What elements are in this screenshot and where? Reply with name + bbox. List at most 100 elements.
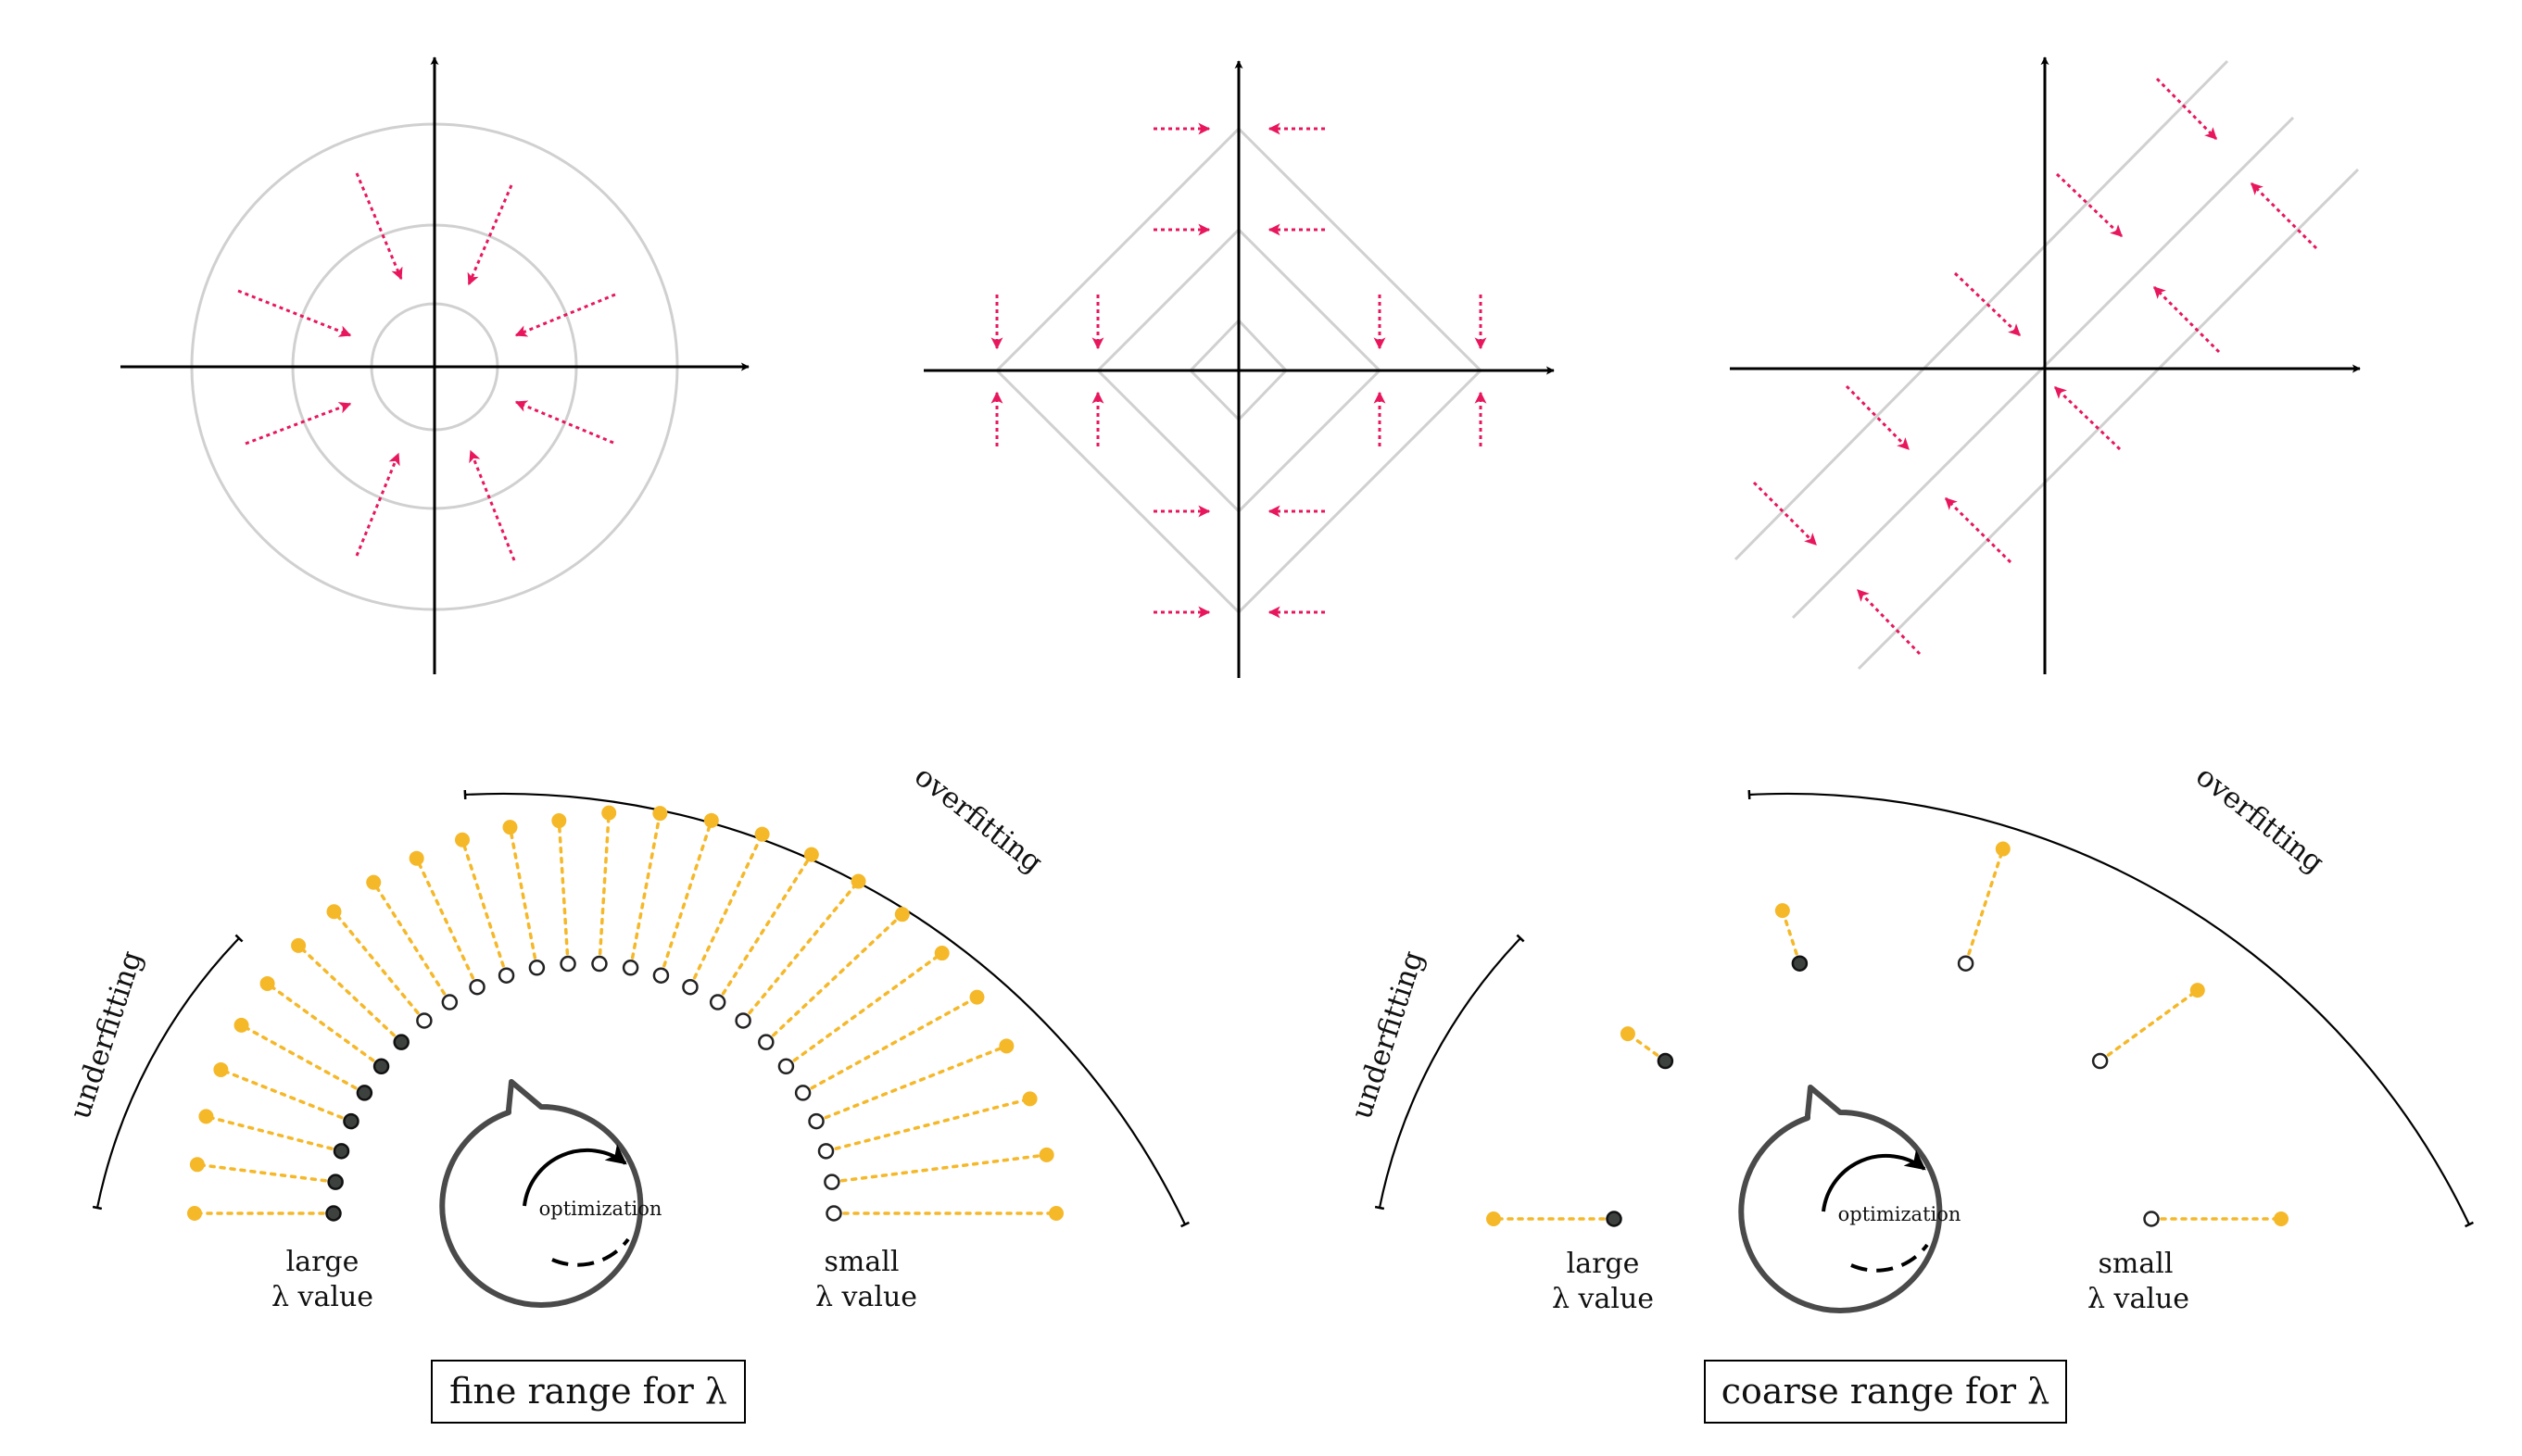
diagonal-contour-panel xyxy=(1730,56,2361,674)
loop-dashed-arc xyxy=(551,1237,630,1267)
fine-points xyxy=(187,805,1064,1222)
diamond-contour-panel xyxy=(924,60,1555,678)
unregularized-point xyxy=(198,1109,214,1124)
unregularized-point xyxy=(934,946,950,961)
underfitting-arc xyxy=(92,934,244,1211)
overfitting-arc xyxy=(463,789,1191,1228)
lambda-link xyxy=(195,1162,337,1184)
inward-arrow-2 xyxy=(467,184,513,286)
loop-arrow xyxy=(523,1144,627,1207)
circle-contour-panel xyxy=(120,56,750,674)
inward-arrow-3 xyxy=(237,289,352,337)
small-label: small xyxy=(2099,1248,2174,1280)
inward-arrow-6 xyxy=(514,400,614,445)
regularized-point-open xyxy=(709,994,726,1010)
lambda-link xyxy=(414,856,479,989)
inward-arrow-4 xyxy=(514,293,616,337)
lambda-link xyxy=(265,982,384,1069)
diagonal-arrow-3 xyxy=(1953,271,2022,337)
optimization-loop: optimization xyxy=(439,1079,662,1308)
unregularized-point xyxy=(291,937,307,953)
coarse-range-diagram: underfitting overfitting optimization la… xyxy=(1344,759,2475,1424)
underfitting-arc xyxy=(1374,934,1525,1211)
regularized-point-open xyxy=(560,955,576,973)
regularized-point-open xyxy=(2143,1211,2160,1227)
unregularized-point xyxy=(754,826,770,842)
fine-range-label: fine range for λ xyxy=(449,1371,727,1412)
regularized-point-filled xyxy=(325,1205,342,1222)
regularized-point-filled xyxy=(356,1085,373,1101)
regularized-point-filled xyxy=(343,1112,359,1130)
large-label: large xyxy=(286,1246,359,1278)
lambda-link xyxy=(296,944,403,1044)
lambda-link xyxy=(801,995,979,1095)
unregularized-point xyxy=(233,1017,249,1033)
lambda-link xyxy=(557,819,570,966)
unregularized-point xyxy=(703,812,719,828)
lambda-link xyxy=(659,819,713,977)
contour-line-3 xyxy=(1857,168,2360,671)
regularized-point-open xyxy=(416,1012,433,1029)
unregularized-point xyxy=(409,850,424,866)
regularized-point-open xyxy=(794,1085,812,1101)
lambda-link xyxy=(1963,847,2005,965)
lambda-link xyxy=(764,912,904,1044)
loop-outline xyxy=(1738,1085,1943,1313)
unregularized-point xyxy=(187,1206,202,1221)
overfitting-label: overfitting xyxy=(908,759,1049,880)
small-label: small xyxy=(825,1246,900,1278)
diagonal-arrow-9 xyxy=(1944,496,2012,564)
diagonal-arrow-2 xyxy=(2055,172,2124,238)
unregularized-point xyxy=(601,805,617,821)
regularized-point-open xyxy=(591,955,608,973)
optimization-label: optimization xyxy=(539,1198,662,1220)
unregularized-point xyxy=(851,873,866,889)
loop-outline xyxy=(439,1079,644,1308)
inward-arrow-8 xyxy=(469,449,516,561)
unregularized-point xyxy=(1022,1091,1038,1107)
unregularized-point xyxy=(259,975,275,991)
lambda-link xyxy=(219,1068,353,1123)
regularized-point-open xyxy=(758,1034,775,1050)
unregularized-point xyxy=(1486,1211,1501,1226)
regularized-point-filled xyxy=(1791,955,1809,972)
small-lambda-label: λ value xyxy=(2087,1283,2189,1315)
diagonal-arrow-1 xyxy=(2155,77,2218,141)
lambda-link xyxy=(460,838,509,977)
unregularized-point xyxy=(2274,1211,2289,1226)
diamond-arrows xyxy=(990,122,1487,619)
regularized-point-open xyxy=(469,978,485,996)
overfitting-label: overfitting xyxy=(2189,759,2330,880)
large-label: large xyxy=(1567,1248,1640,1280)
large-lambda-label: λ value xyxy=(1552,1283,1654,1315)
regularized-point-open xyxy=(817,1143,835,1160)
regularized-point-open xyxy=(441,994,459,1010)
regularized-point-open xyxy=(1957,955,1974,972)
regularized-point-open xyxy=(528,960,546,976)
lambda-link xyxy=(814,1044,1009,1123)
regularized-point-filled xyxy=(1606,1211,1622,1227)
diagonal-arrow-5 xyxy=(1752,481,1818,546)
regularized-point-open xyxy=(498,967,515,984)
lambda-link xyxy=(715,852,813,1004)
unregularized-point xyxy=(551,813,567,829)
unregularized-point xyxy=(1049,1206,1064,1221)
diagonal-arrow-4 xyxy=(1845,384,1910,451)
lambda-link xyxy=(1781,909,1802,965)
regularized-point-open xyxy=(777,1058,795,1075)
inward-arrow-1 xyxy=(355,172,403,281)
coarse-range-label: coarse range for λ xyxy=(1721,1371,2050,1412)
diagonal-arrows xyxy=(1752,77,2318,656)
unregularized-point xyxy=(2189,983,2205,998)
unregularized-point xyxy=(803,847,819,862)
underfitting-label: underfitting xyxy=(63,947,148,1123)
diagonal-arrow-8 xyxy=(2053,385,2122,451)
lambda-link xyxy=(688,832,764,989)
overfitting-arc xyxy=(1747,789,2475,1228)
diagonal-arrow-6 xyxy=(2250,182,2318,250)
contour-line-1 xyxy=(1734,59,2229,561)
regularized-point-open xyxy=(735,1012,751,1029)
lambda-link xyxy=(239,1023,367,1095)
coarse-points xyxy=(1486,841,2289,1227)
lambda-link xyxy=(2098,988,2200,1063)
